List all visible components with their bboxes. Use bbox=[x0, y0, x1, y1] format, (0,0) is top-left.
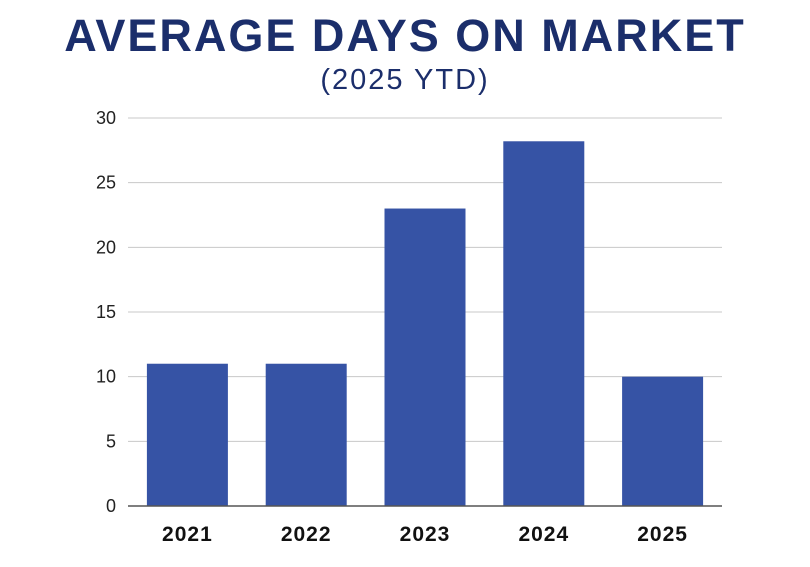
bar-2023 bbox=[384, 208, 466, 507]
bar-2021 bbox=[146, 363, 228, 506]
chart-subtitle: (2025 YTD) bbox=[320, 64, 490, 96]
bar-2024 bbox=[503, 141, 585, 506]
x-tick-label: 2025 bbox=[637, 523, 688, 546]
x-tick-label: 2021 bbox=[162, 523, 213, 546]
bar-2022 bbox=[265, 363, 347, 506]
y-tick-label: 20 bbox=[96, 237, 116, 257]
y-tick-label: 5 bbox=[106, 431, 116, 451]
y-tick-label: 0 bbox=[106, 496, 116, 516]
x-tick-label: 2023 bbox=[400, 523, 451, 546]
y-tick-label: 15 bbox=[96, 302, 116, 322]
y-tick-label: 10 bbox=[96, 367, 116, 387]
bar-2025 bbox=[622, 376, 704, 506]
y-tick-label: 25 bbox=[96, 173, 116, 193]
x-tick-label: 2022 bbox=[281, 523, 332, 546]
chart-title: AVERAGE DAYS ON MARKET bbox=[64, 10, 746, 61]
x-tick-label: 2024 bbox=[518, 523, 569, 546]
y-tick-label: 30 bbox=[96, 108, 116, 128]
